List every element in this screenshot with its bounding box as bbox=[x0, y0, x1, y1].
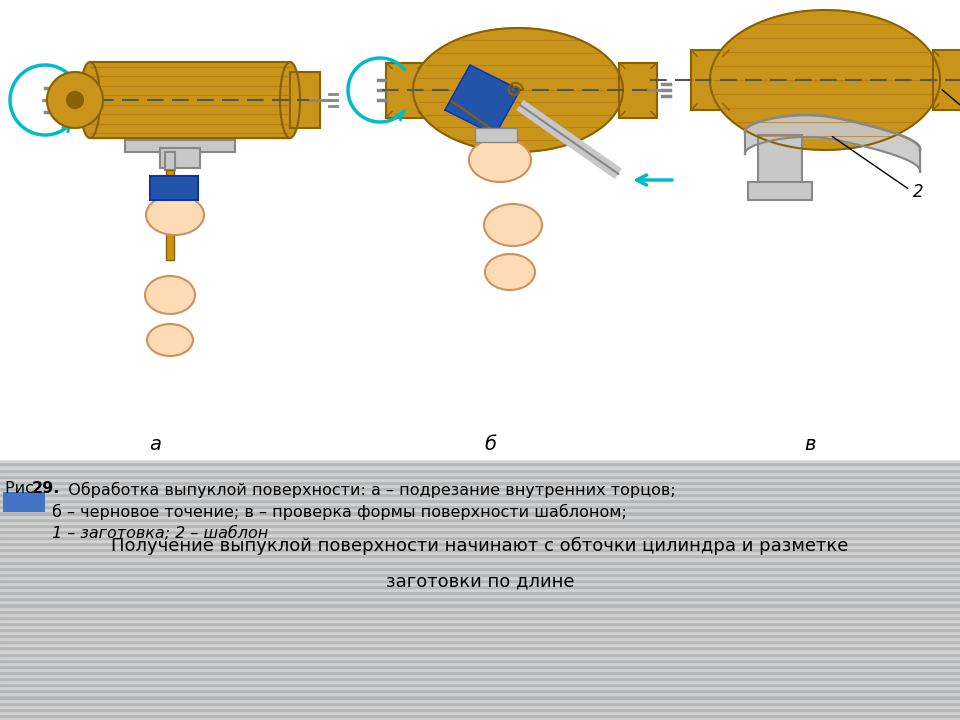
Ellipse shape bbox=[145, 276, 195, 314]
Polygon shape bbox=[710, 10, 940, 150]
Text: б: б bbox=[484, 436, 496, 454]
Bar bbox=[933, 50, 960, 110]
Polygon shape bbox=[413, 28, 623, 152]
Polygon shape bbox=[66, 91, 84, 109]
Polygon shape bbox=[280, 62, 300, 138]
Ellipse shape bbox=[147, 324, 193, 356]
Bar bbox=[166, 170, 174, 260]
Text: в: в bbox=[804, 436, 816, 454]
Bar bbox=[290, 72, 320, 128]
Text: Обработка выпуклой поверхности: а – подрезание внутренних торцов;: Обработка выпуклой поверхности: а – подр… bbox=[58, 482, 676, 498]
Text: б – черновое точение; в – проверка формы поверхности шаблоном;: б – черновое точение; в – проверка формы… bbox=[52, 503, 627, 520]
Bar bbox=[475, 128, 517, 142]
Bar bbox=[150, 176, 198, 200]
Bar bbox=[125, 140, 235, 152]
Bar bbox=[165, 152, 175, 170]
Bar bbox=[758, 135, 802, 185]
Polygon shape bbox=[445, 65, 520, 135]
Ellipse shape bbox=[484, 204, 542, 246]
Text: 2: 2 bbox=[913, 183, 924, 201]
Bar bbox=[748, 182, 812, 200]
Text: а: а bbox=[149, 436, 161, 454]
Bar bbox=[386, 63, 424, 117]
Bar bbox=[691, 50, 729, 110]
Text: Рис.: Рис. bbox=[5, 482, 44, 496]
Text: заготовки по длине: заготовки по длине bbox=[386, 572, 574, 590]
Bar bbox=[160, 148, 200, 168]
Text: Получение выпуклой поверхности начинают с обточки цилиндра и разметке: Получение выпуклой поверхности начинают … bbox=[111, 536, 849, 554]
Bar bbox=[3, 492, 45, 513]
Text: 29.: 29. bbox=[32, 482, 60, 496]
Bar bbox=[619, 63, 657, 117]
Polygon shape bbox=[80, 62, 100, 138]
Text: 1 – заготовка; 2 – шаблон: 1 – заготовка; 2 – шаблон bbox=[52, 526, 268, 541]
Ellipse shape bbox=[146, 195, 204, 235]
Ellipse shape bbox=[469, 138, 531, 182]
Polygon shape bbox=[47, 72, 103, 128]
Ellipse shape bbox=[485, 254, 535, 290]
